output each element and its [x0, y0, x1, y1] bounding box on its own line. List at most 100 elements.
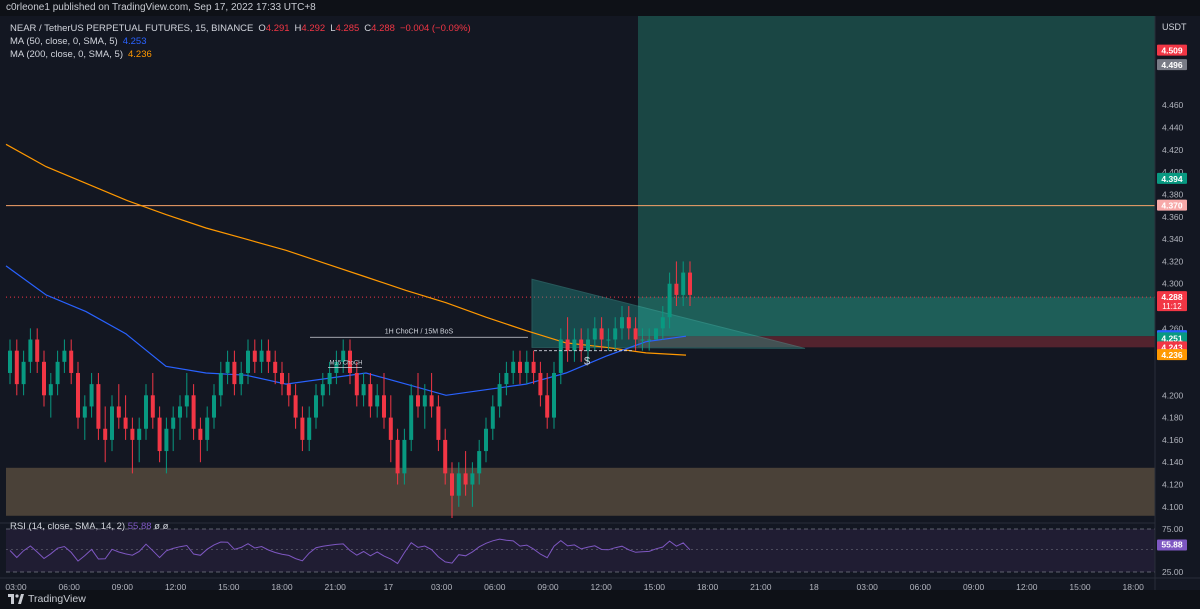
candle[interactable]: [266, 339, 271, 373]
price-chart[interactable]: 1H ChoCH / 15M BoS M15 ChoCH $ USDT 4.496 4.4…: [0, 16, 1200, 590]
candle[interactable]: [674, 261, 679, 307]
profit-zone[interactable]: [638, 16, 1155, 337]
candle[interactable]: [273, 350, 278, 385]
candle[interactable]: [429, 372, 434, 418]
candle[interactable]: [150, 372, 155, 429]
candle[interactable]: [558, 328, 563, 385]
candle[interactable]: [422, 384, 427, 429]
candle[interactable]: [82, 395, 87, 440]
candle[interactable]: [606, 328, 611, 351]
candle[interactable]: [518, 350, 522, 385]
candle[interactable]: [300, 406, 305, 452]
candle[interactable]: [592, 317, 597, 351]
candle[interactable]: [103, 406, 108, 463]
candle[interactable]: [123, 395, 128, 440]
candle[interactable]: [259, 339, 264, 373]
candle[interactable]: [654, 328, 658, 340]
candle[interactable]: [157, 406, 162, 463]
candle[interactable]: [443, 428, 448, 485]
candle[interactable]: [48, 372, 53, 418]
candle[interactable]: [42, 350, 46, 407]
candle[interactable]: [436, 395, 441, 452]
candle[interactable]: [110, 395, 114, 452]
candle[interactable]: [361, 372, 366, 407]
candle[interactable]: [504, 361, 509, 396]
candle[interactable]: [212, 384, 216, 429]
candle[interactable]: [409, 384, 414, 452]
candle[interactable]: [572, 328, 577, 362]
candle[interactable]: [218, 361, 223, 407]
candle[interactable]: [130, 417, 135, 474]
candle[interactable]: [178, 395, 182, 440]
candle[interactable]: [239, 361, 244, 396]
candle[interactable]: [647, 328, 652, 351]
candle[interactable]: [21, 350, 26, 396]
stop-zone[interactable]: [638, 336, 1155, 348]
candle[interactable]: [137, 417, 142, 463]
candle[interactable]: [69, 339, 74, 385]
candle[interactable]: [565, 317, 570, 362]
candle[interactable]: [55, 350, 60, 396]
candle[interactable]: [667, 272, 672, 329]
candle[interactable]: [388, 395, 393, 463]
candle[interactable]: [552, 361, 556, 429]
candle[interactable]: [688, 261, 692, 307]
candle[interactable]: [348, 339, 352, 385]
candle[interactable]: [252, 339, 257, 373]
candle[interactable]: [490, 395, 495, 440]
ma50-line[interactable]: [5, 265, 687, 396]
candle[interactable]: [660, 306, 665, 340]
candle[interactable]: [545, 372, 550, 429]
candle[interactable]: [28, 328, 33, 373]
candle[interactable]: [531, 350, 536, 385]
candle[interactable]: [198, 417, 203, 463]
candle[interactable]: [524, 350, 529, 385]
candle[interactable]: [402, 428, 407, 485]
candle[interactable]: [205, 406, 210, 452]
candle[interactable]: [14, 339, 19, 396]
candle[interactable]: [579, 328, 584, 362]
candle[interactable]: [62, 339, 67, 373]
candle[interactable]: [96, 372, 101, 440]
legend-ma200-row[interactable]: MA (200, close, 0, SMA, 5) 4.236: [10, 48, 471, 61]
candle[interactable]: [368, 372, 373, 418]
rsi-legend[interactable]: RSI (14, close, SMA, 14, 2) 55.88 ø ø: [10, 521, 168, 532]
candle[interactable]: [184, 372, 189, 418]
candle[interactable]: [484, 417, 488, 463]
candle[interactable]: [395, 428, 400, 485]
candle[interactable]: [620, 306, 624, 340]
candle[interactable]: [470, 462, 475, 507]
candle[interactable]: [633, 317, 638, 351]
candle[interactable]: [293, 384, 298, 429]
candle[interactable]: [375, 384, 380, 418]
candle[interactable]: [314, 384, 318, 429]
candle[interactable]: [538, 361, 543, 407]
candle[interactable]: [626, 306, 631, 340]
candle[interactable]: [640, 328, 645, 351]
candle[interactable]: [456, 462, 461, 507]
candle[interactable]: [164, 417, 169, 474]
candle[interactable]: [232, 350, 237, 396]
candle[interactable]: [497, 372, 502, 418]
candle[interactable]: [307, 406, 312, 452]
demand-zone[interactable]: [6, 467, 1155, 516]
candle[interactable]: [354, 361, 359, 407]
tradingview-logo[interactable]: TradingView: [8, 593, 86, 605]
candle[interactable]: [477, 439, 482, 485]
candle[interactable]: [76, 361, 80, 429]
candle[interactable]: [144, 384, 148, 440]
candle[interactable]: [681, 261, 686, 307]
candle[interactable]: [246, 339, 250, 385]
candle[interactable]: [171, 406, 176, 452]
candle[interactable]: [416, 372, 420, 418]
candle[interactable]: [8, 339, 12, 385]
candle[interactable]: [89, 372, 94, 418]
candle[interactable]: [225, 350, 230, 385]
candle[interactable]: [280, 361, 284, 396]
candle[interactable]: [599, 317, 604, 351]
candle[interactable]: [382, 372, 386, 429]
candle[interactable]: [511, 350, 516, 385]
candle[interactable]: [116, 384, 121, 429]
rsi-line[interactable]: [9, 538, 691, 565]
legend-ma50-row[interactable]: MA (50, close, 0, SMA, 5) 4.253: [10, 35, 471, 48]
